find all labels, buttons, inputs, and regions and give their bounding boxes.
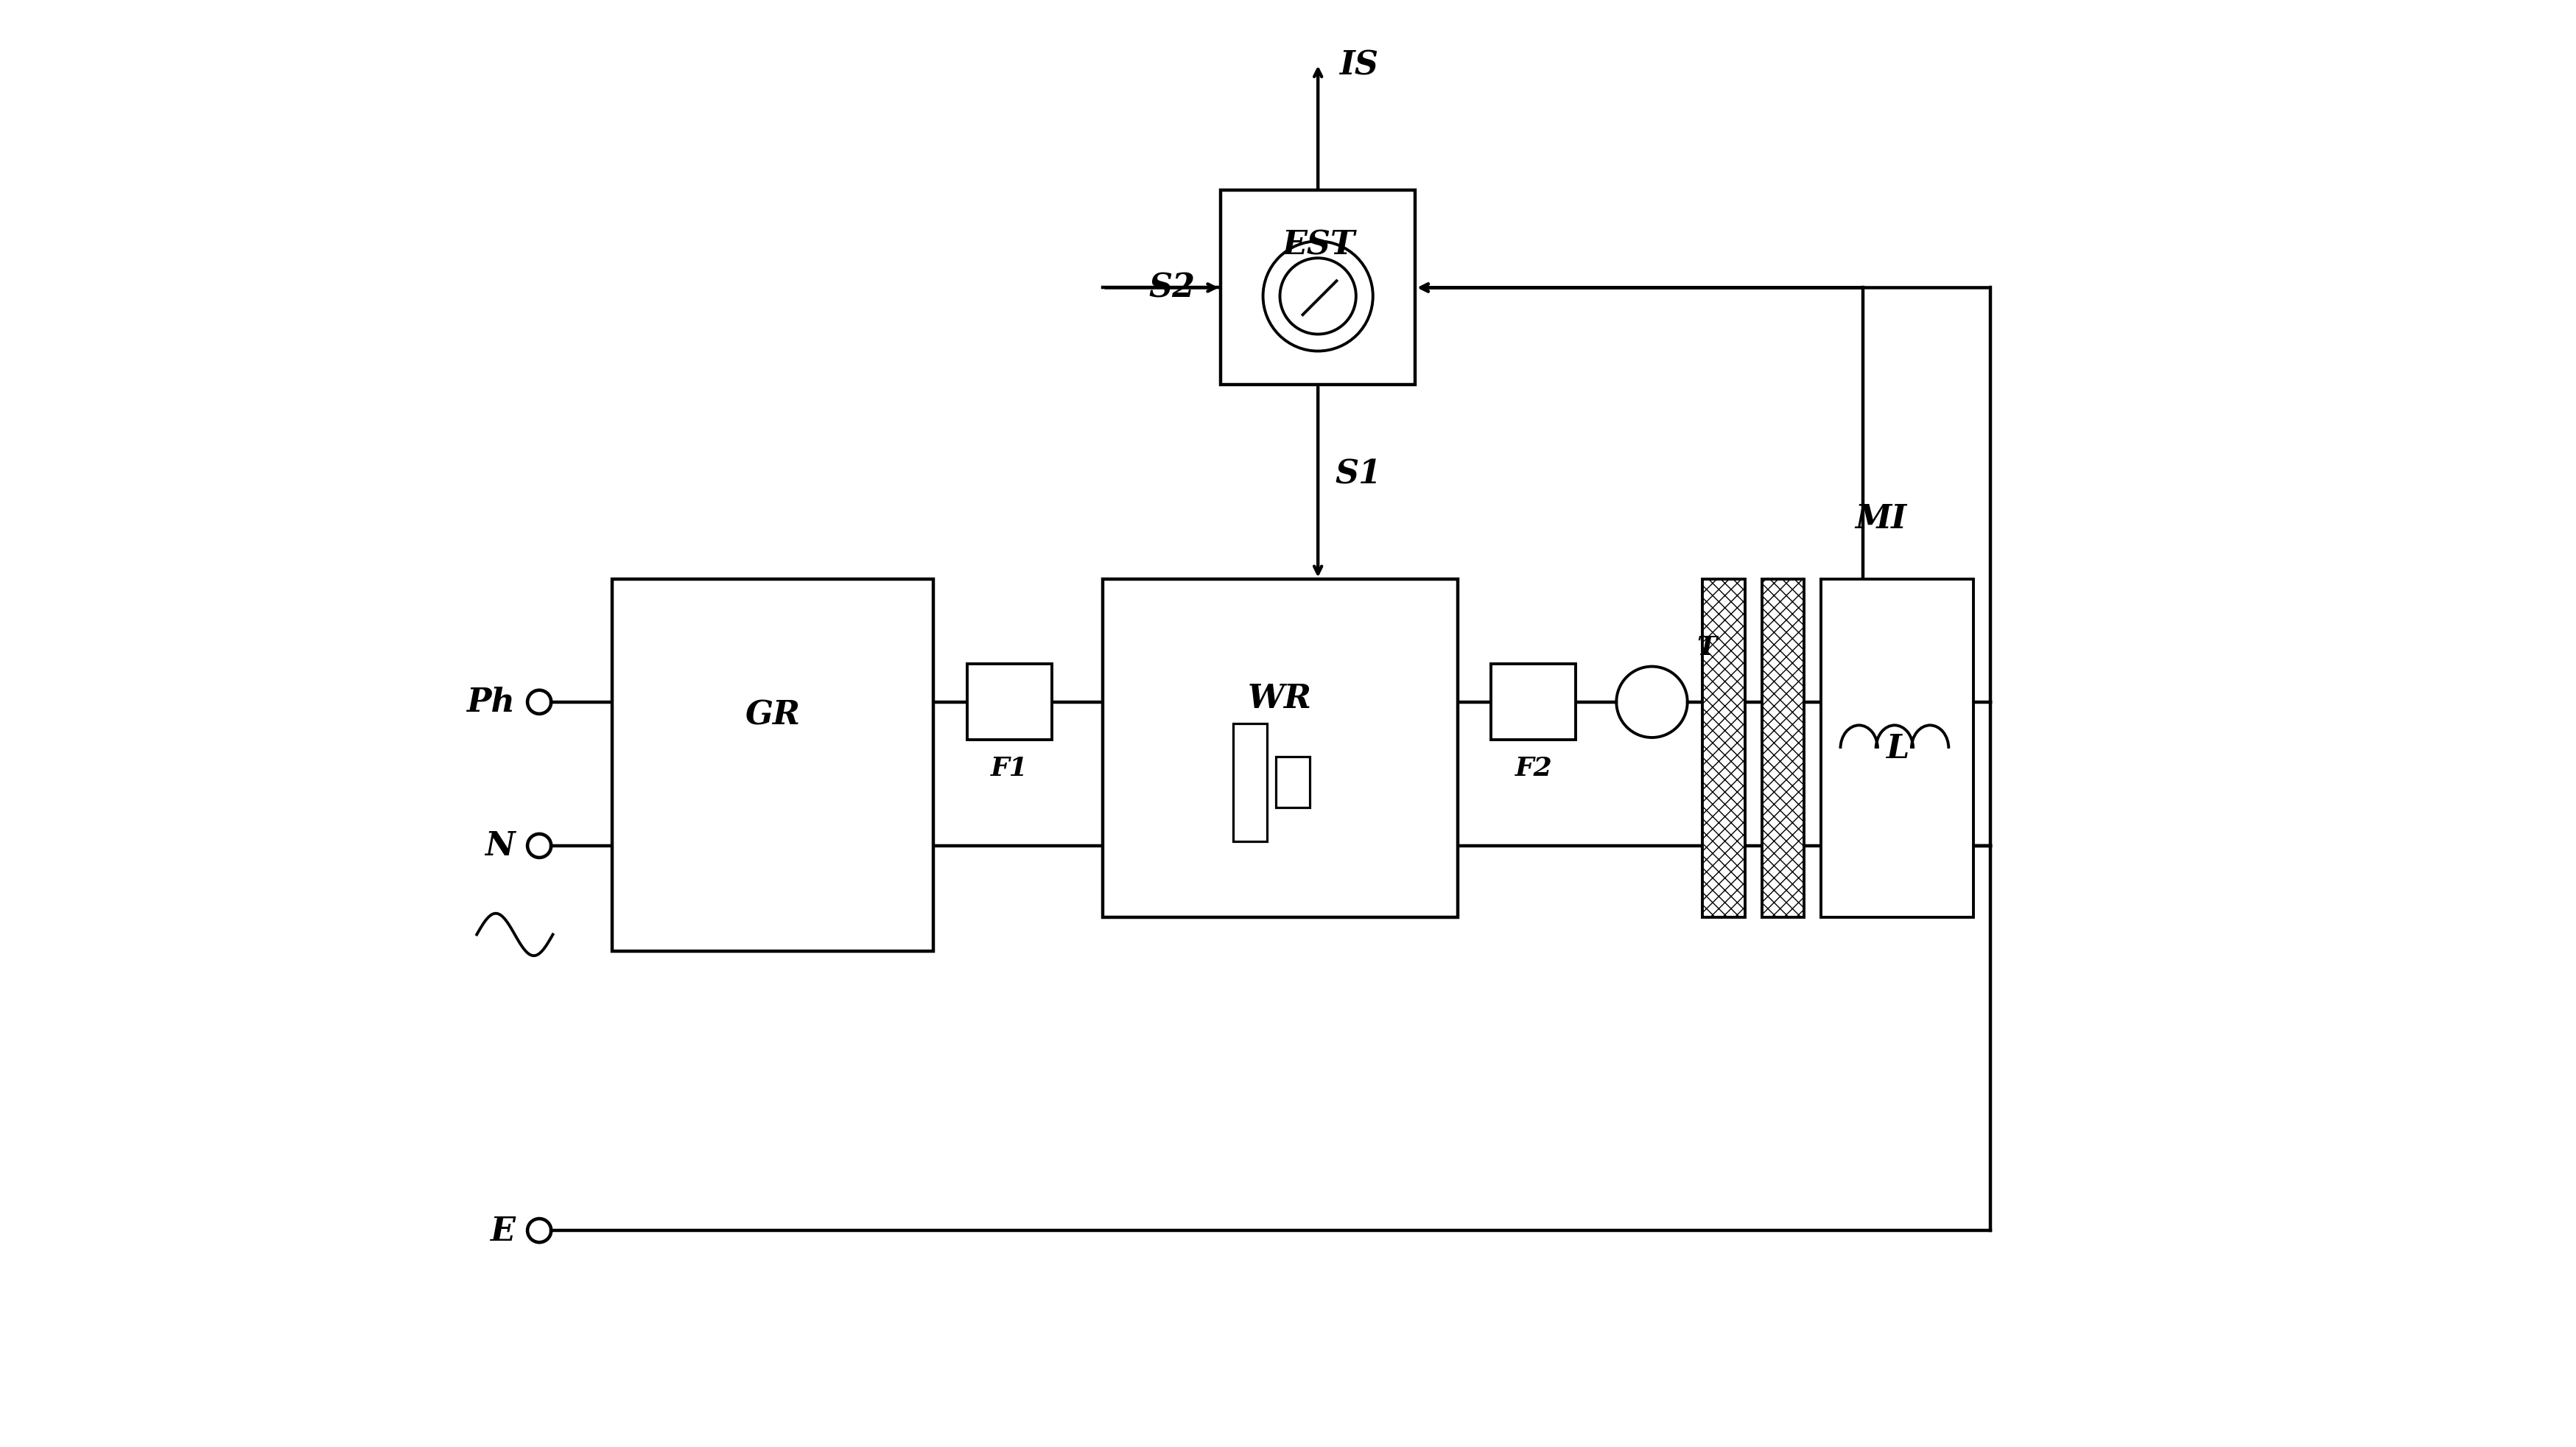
Bar	[1821, 580, 1973, 917]
Text: WR: WR	[1247, 683, 1311, 713]
Text: F1: F1	[989, 755, 1028, 780]
Text: EST: EST	[1280, 229, 1355, 260]
Bar	[1103, 580, 1458, 917]
Bar	[1492, 664, 1577, 741]
Bar	[1221, 191, 1414, 385]
Bar	[613, 580, 933, 952]
Text: Ph: Ph	[466, 686, 515, 718]
Text: S2: S2	[1149, 272, 1195, 304]
Bar	[966, 664, 1051, 741]
Text: L: L	[1886, 734, 1909, 764]
Text: IS: IS	[1340, 49, 1378, 81]
Bar	[1703, 580, 1744, 917]
Text: E: E	[489, 1215, 515, 1246]
Text: T: T	[1698, 635, 1716, 660]
Bar	[1234, 724, 1267, 842]
Text: S1: S1	[1334, 459, 1381, 491]
Bar	[1275, 757, 1309, 807]
Text: MI: MI	[1855, 502, 1906, 534]
Bar	[1762, 580, 1803, 917]
Text: F2: F2	[1515, 755, 1551, 780]
Text: N: N	[484, 831, 515, 862]
Text: GR: GR	[744, 699, 801, 731]
